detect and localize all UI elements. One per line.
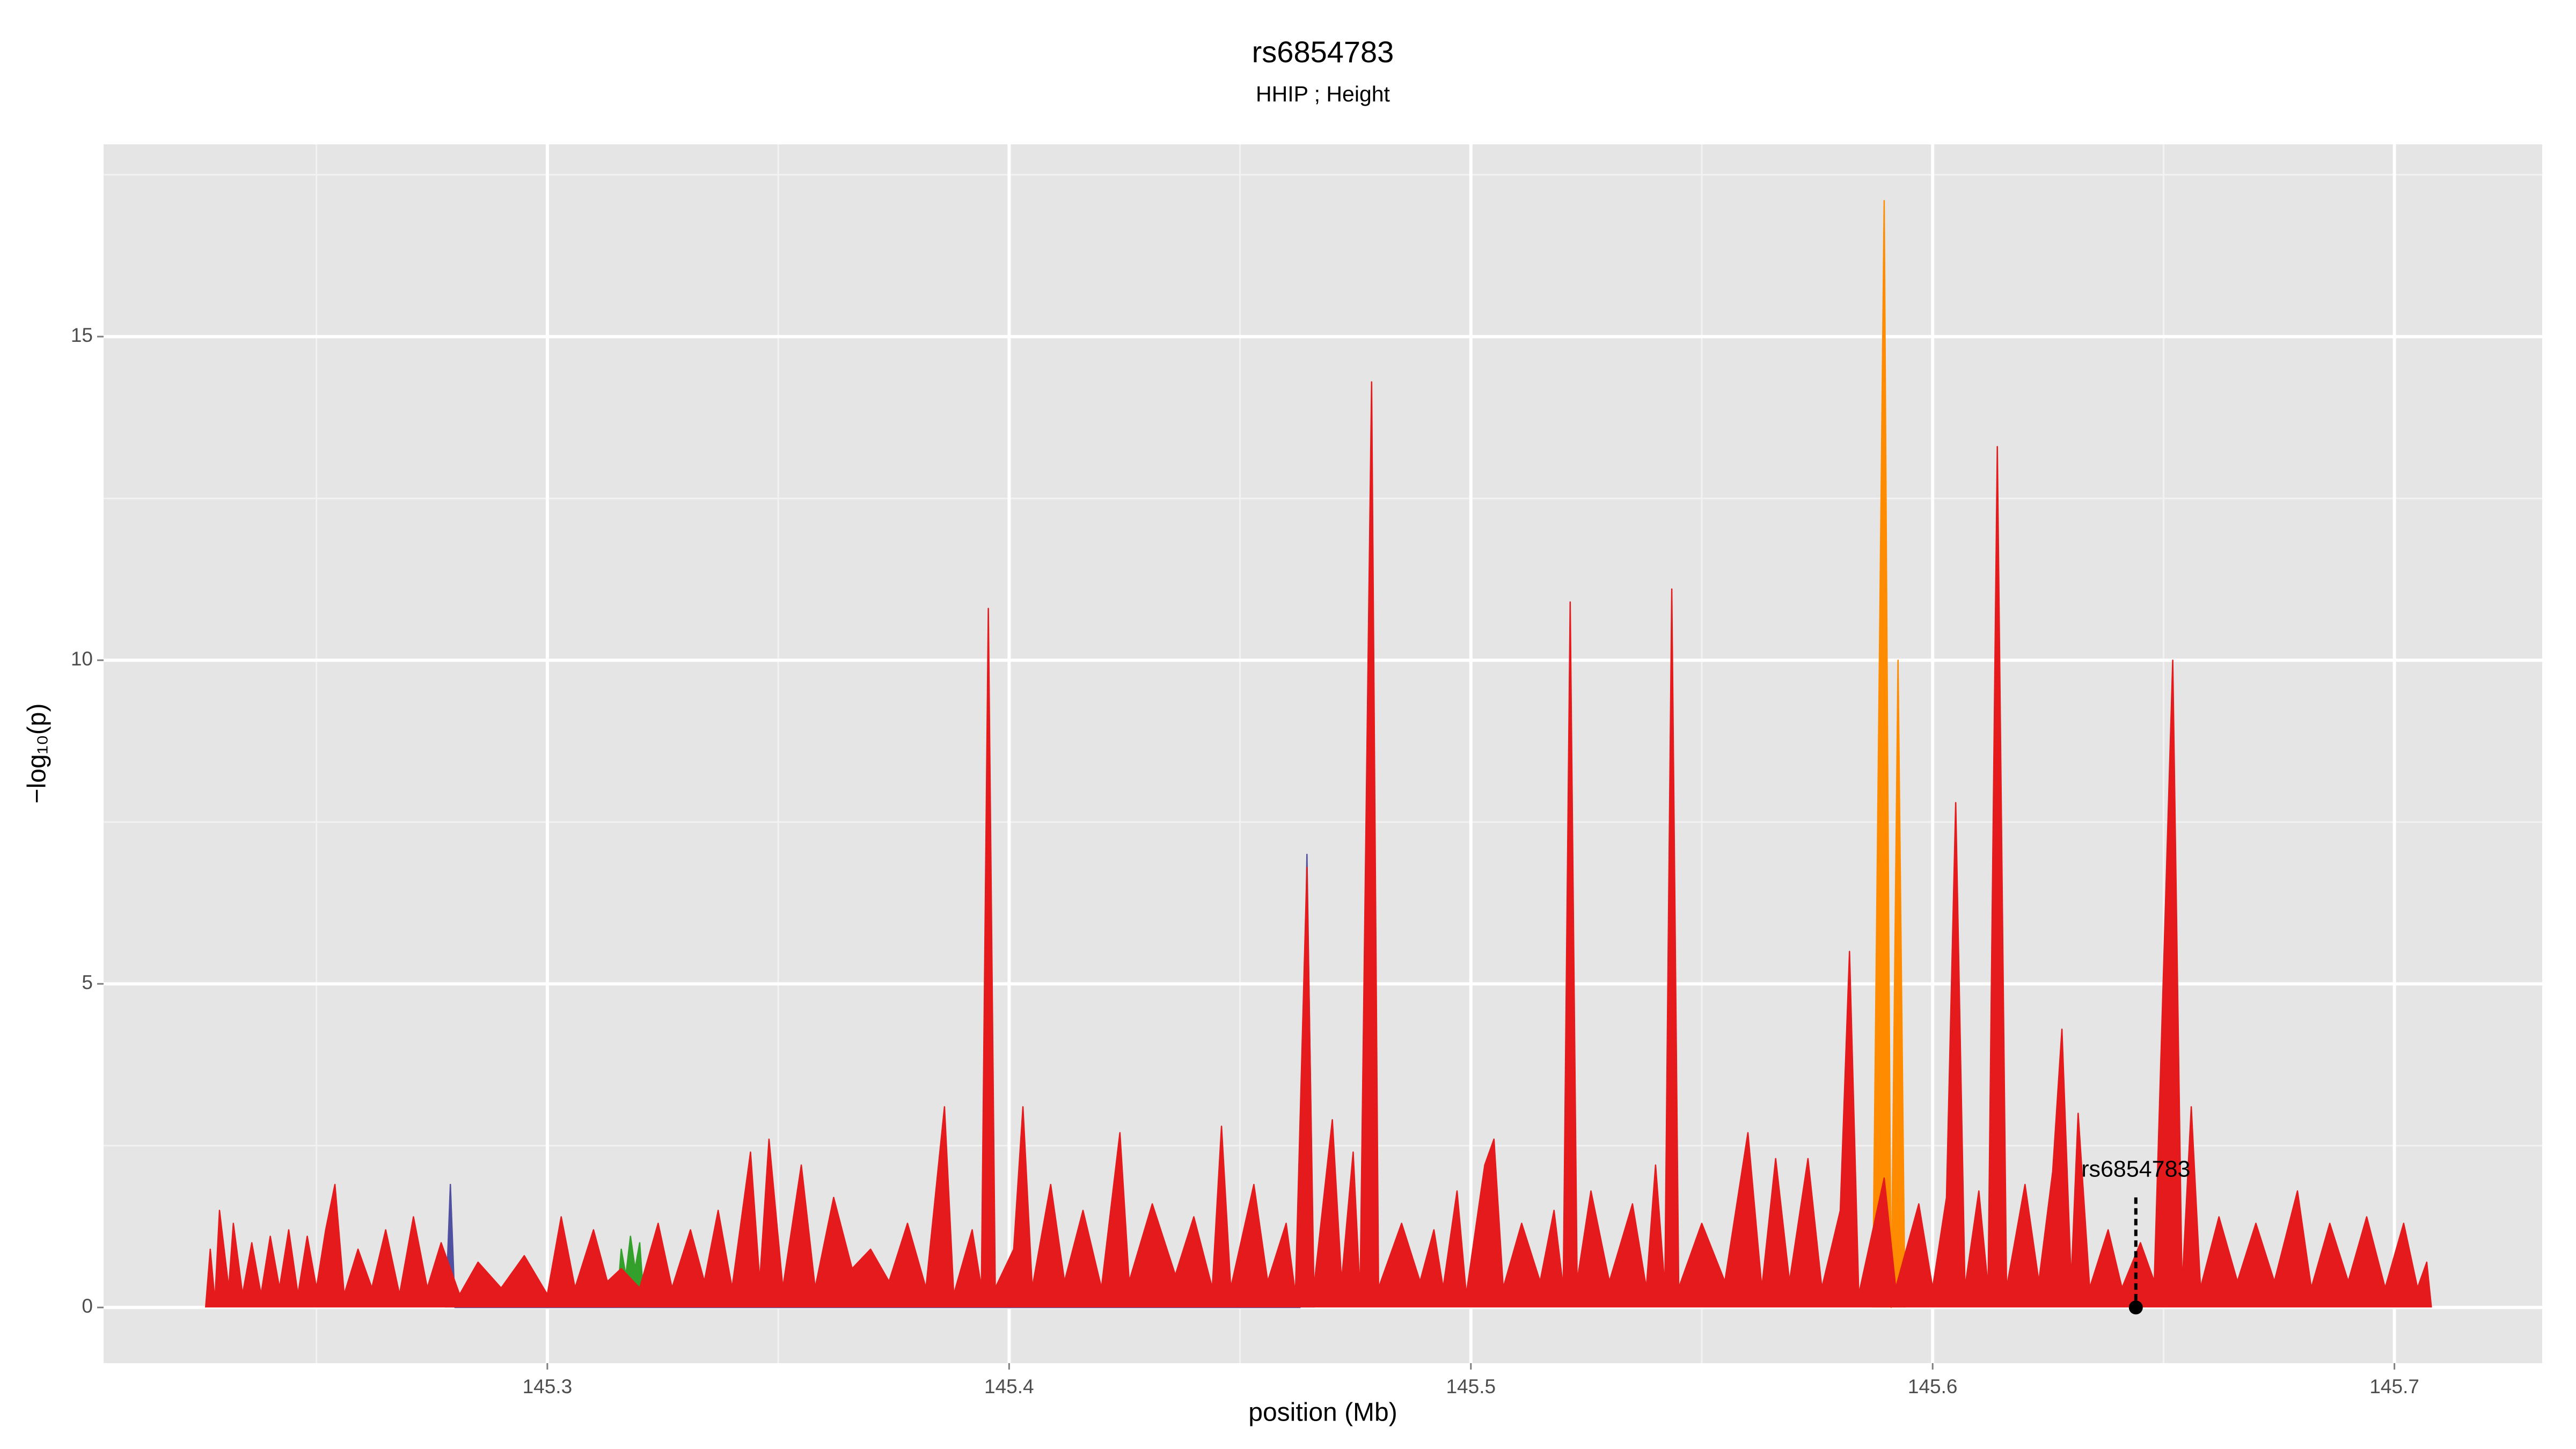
ticks: 145.3 145.4 145.5 145.6 145.7 0 5 10 15 (71, 324, 2419, 1397)
annotation-point (2128, 1300, 2143, 1315)
x-tick-label: 145.3 (523, 1375, 573, 1397)
area (204, 381, 2432, 1308)
x-tick-label: 145.6 (1908, 1375, 1958, 1397)
y-tick-label: 5 (82, 971, 93, 993)
annotation: rs6854783 (2081, 1157, 2190, 1315)
annotation-label: rs6854783 (2081, 1157, 2190, 1182)
areas (204, 200, 2432, 1308)
x-axis-label: position (Mb) (1248, 1399, 1397, 1427)
chart-subtitle: HHIP ; Height (1256, 82, 1391, 106)
chart-title: rs6854783 (1252, 35, 1394, 69)
x-tick-label: 145.5 (1446, 1375, 1496, 1397)
x-tick-label: 145.7 (2369, 1375, 2419, 1397)
plot-panel (104, 144, 2542, 1363)
y-axis-label: −log₁₀(p) (23, 704, 52, 804)
x-tick-label: 145.4 (984, 1375, 1034, 1397)
y-tick-label: 10 (71, 648, 93, 670)
y-tick-label: 15 (71, 324, 93, 346)
y-tick-label: 0 (82, 1295, 93, 1317)
